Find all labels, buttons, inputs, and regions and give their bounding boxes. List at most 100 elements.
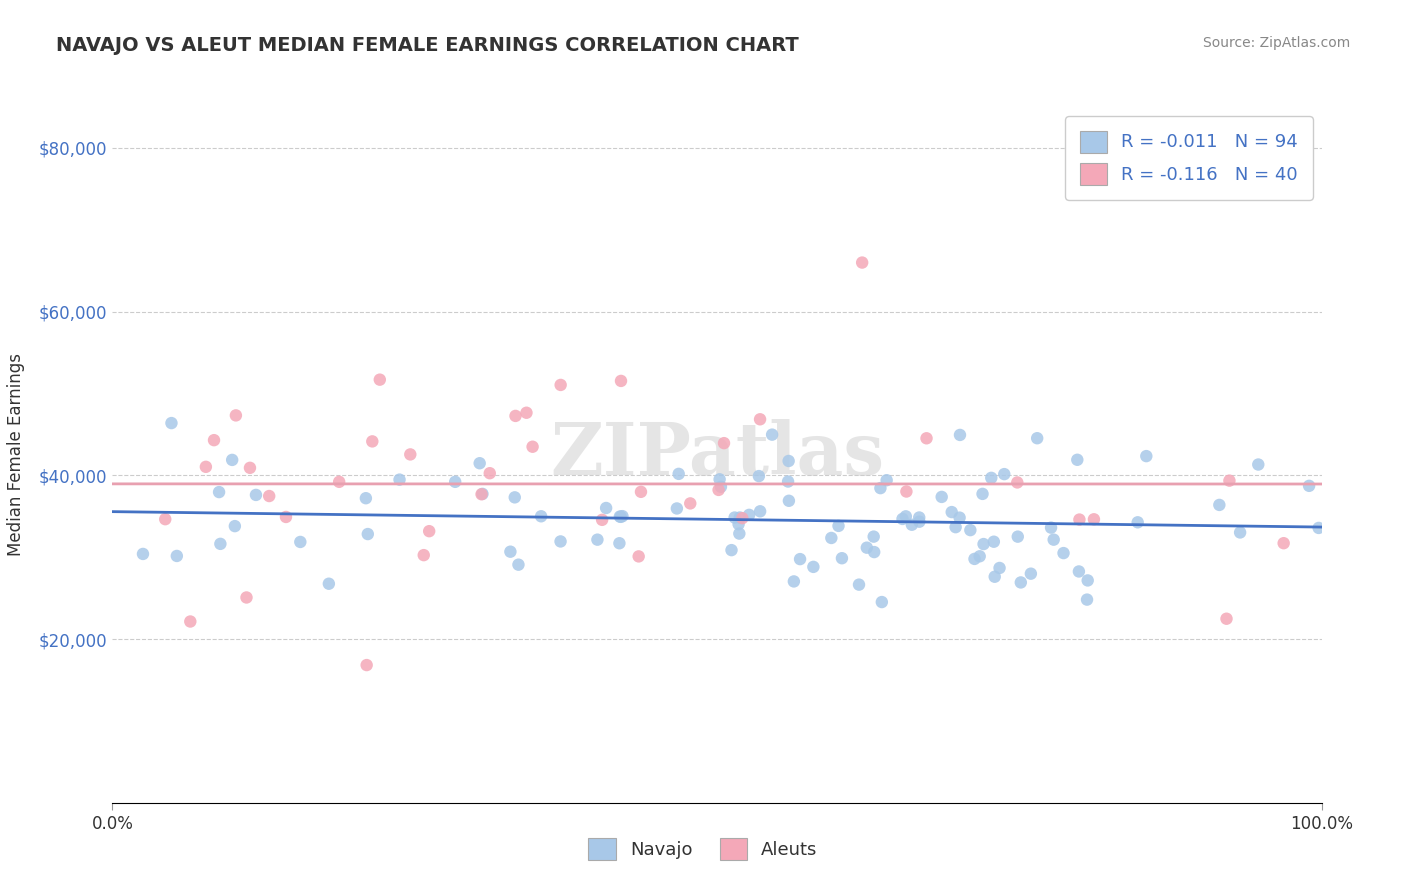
Point [778,454,800,468]
Point [931,490,953,504]
Point [1026,431,1049,445]
Point [983,534,1005,549]
Y-axis label: Median Female Earnings: Median Female Earnings [7,353,25,557]
Point [550,534,572,549]
Point [1229,525,1251,540]
Point [1215,612,1237,626]
Point [208,485,231,500]
Point [356,658,378,673]
Text: Source: ZipAtlas.com: Source: ZipAtlas.com [1202,36,1350,50]
Point [444,475,467,489]
Legend: R = -0.011   N = 94, R = -0.116   N = 40: R = -0.011 N = 94, R = -0.116 N = 40 [1066,116,1313,200]
Point [239,460,262,475]
Point [595,501,617,516]
Point [863,545,886,559]
Point [749,504,772,518]
Point [1247,458,1270,472]
Point [160,416,183,430]
Point [710,480,733,494]
Point [949,428,972,442]
Point [274,510,297,524]
Point [630,484,652,499]
Point [1010,575,1032,590]
Point [728,510,751,524]
Point [505,409,527,423]
Point [727,517,749,532]
Point [1067,565,1090,579]
Point [471,487,494,501]
Point [209,537,232,551]
Point [1218,474,1240,488]
Point [959,523,981,537]
Point [1052,546,1074,560]
Point [468,456,491,470]
Point [713,436,735,450]
Point [361,434,384,449]
Point [948,510,970,524]
Point [586,533,609,547]
Point [720,543,742,558]
Point [915,431,938,445]
Point [221,453,243,467]
Point [368,373,391,387]
Point [1076,592,1098,607]
Legend: Navajo, Aleuts: Navajo, Aleuts [574,823,832,874]
Point [1272,536,1295,550]
Point [522,440,544,454]
Point [1208,498,1230,512]
Point [612,509,634,524]
Point [748,469,770,483]
Point [1083,512,1105,526]
Point [896,484,918,499]
Point [478,466,501,480]
Point [709,472,731,486]
Point [969,549,991,564]
Point [609,536,631,550]
Point [851,255,873,269]
Point [1077,574,1099,588]
Point [179,615,201,629]
Point [679,496,702,510]
Point [627,549,650,564]
Point [783,574,806,589]
Point [891,512,914,526]
Point [132,547,155,561]
Point [166,549,188,563]
Point [609,509,631,524]
Point [856,541,879,555]
Point [983,570,1005,584]
Point [738,508,761,522]
Point [1135,449,1157,463]
Point [290,535,312,549]
Point [1126,516,1149,530]
Point [245,488,267,502]
Point [530,509,553,524]
Point [993,467,1015,482]
Point [399,447,422,461]
Point [761,427,783,442]
Point [728,526,751,541]
Point [202,433,225,447]
Point [257,489,280,503]
Point [963,552,986,566]
Point [723,510,745,524]
Point [869,481,891,495]
Point [731,511,754,525]
Point [827,519,849,533]
Point [235,591,257,605]
Point [1007,475,1029,490]
Point [609,509,631,524]
Point [980,471,1002,485]
Point [1007,530,1029,544]
Point [707,483,730,497]
Point [668,467,690,481]
Point [876,473,898,487]
Point [1308,521,1330,535]
Point [354,491,377,506]
Point [803,560,825,574]
Point [870,595,893,609]
Point [831,551,853,566]
Point [1066,452,1088,467]
Point [908,515,931,529]
Point [225,409,247,423]
